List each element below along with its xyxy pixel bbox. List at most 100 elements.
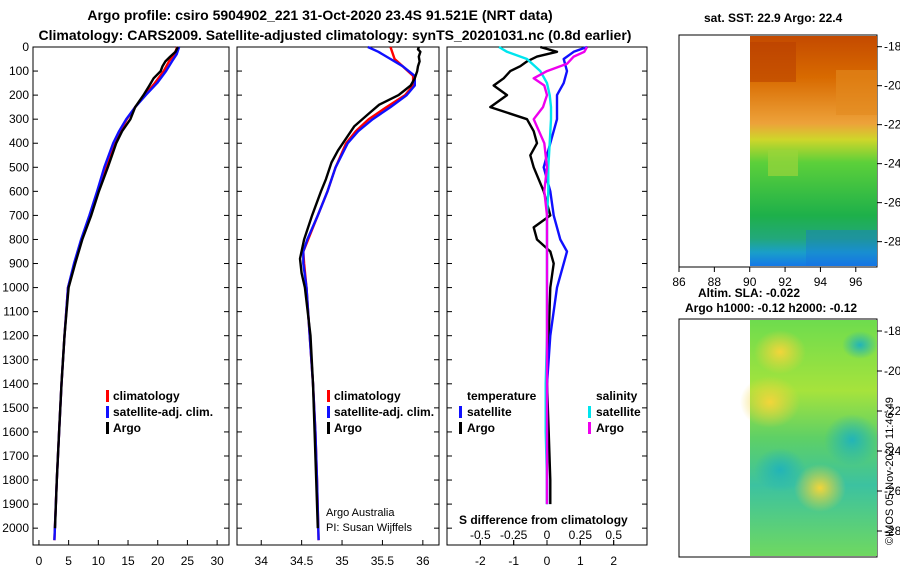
depth-tick-label: 1300 — [2, 353, 29, 367]
legend-title-temperature: temperature — [467, 389, 537, 403]
depth-tick-label: 500 — [9, 160, 29, 174]
depth-tick-label: 600 — [9, 184, 29, 198]
depth-tick-label: 2000 — [2, 521, 29, 535]
legend-label-temp-argo: Argo — [467, 421, 495, 435]
x-tick-label-secondary: 0.25 — [569, 528, 593, 542]
sla-high-blob — [794, 464, 846, 512]
legend-label-argo: Argo — [334, 421, 362, 435]
legend-label-temp-satellite: satellite — [467, 405, 512, 419]
legend-swatch-temp-satellite — [459, 406, 462, 418]
title-line-1: Argo profile: csiro 5904902_221 31-Oct-2… — [87, 7, 552, 23]
legend-swatch-sal-argo — [588, 422, 591, 434]
map-lon-label: 90 — [743, 275, 757, 289]
depth-tick-label: 200 — [9, 88, 29, 102]
salinity-legend: climatology satellite-adj. clim. Argo — [327, 389, 434, 435]
depth-tick-label: 1600 — [2, 425, 29, 439]
depth-tick-label: 300 — [9, 112, 29, 126]
x-tick-label: -1 — [508, 554, 519, 568]
depth-tick-label: 1800 — [2, 473, 29, 487]
x-tick-label: 35.5 — [371, 554, 395, 568]
sla-heatmap — [740, 320, 880, 556]
sst-cool-patch — [806, 230, 877, 266]
depth-tick-label: 0 — [22, 40, 29, 54]
series-line-salinity-argo — [532, 46, 589, 505]
map-lat-label: -28 — [884, 524, 900, 538]
credit-pi: PI: Susan Wijffels — [326, 522, 412, 534]
depth-tick-label: 1500 — [2, 401, 29, 415]
sla-map-title-1: Altim. SLA: -0.022 — [698, 286, 800, 300]
imos-credit: ©IMOS 05-Nov-2020 11:46:49 — [884, 397, 896, 545]
map-lon-label: 86 — [672, 275, 686, 289]
credit-argo-australia: Argo Australia — [326, 507, 395, 519]
depth-tick-label: 700 — [9, 208, 29, 222]
sla-high-blob — [754, 330, 806, 374]
depth-tick-label: 1700 — [2, 449, 29, 463]
x-tick-label-secondary: 0 — [544, 528, 551, 542]
sla-high-blob — [740, 376, 800, 428]
sst-warm-patch — [750, 42, 796, 82]
map-lon-label: 88 — [708, 275, 722, 289]
temperature-series — [53, 46, 181, 541]
sla-low-blob — [842, 331, 878, 359]
x-tick-label: 5 — [65, 554, 72, 568]
legend-label-satellite: satellite-adj. clim. — [334, 405, 434, 419]
legend-swatch-sal-satellite — [588, 406, 591, 418]
depth-axis: 0 100 200 300 400 500 600 700 800 900 1000 1100 1200… — [2, 40, 647, 535]
difference-x-axis: -2 -1 0 1 2 -0.5 -0.25 0 0.25 0.5 — [470, 528, 622, 568]
map-lat-label: -24 — [884, 157, 900, 171]
map-lon-label: 94 — [814, 275, 828, 289]
x-tick-label: 20 — [151, 554, 165, 568]
series-line-climatology — [302, 46, 415, 541]
map-lat-label: -22 — [884, 118, 900, 132]
legend-title-salinity: salinity — [596, 389, 638, 403]
difference-secondary-axis-label: S difference from climatology — [459, 513, 628, 527]
depth-tick-label: 1100 — [3, 305, 29, 319]
series-line-argo — [53, 46, 179, 529]
map-lat-label: -28 — [884, 235, 900, 249]
legend-label-sal-satellite: satellite — [596, 405, 641, 419]
legend-swatch-temp-argo — [459, 422, 462, 434]
legend-swatch-satellite — [327, 406, 330, 418]
x-tick-label: 1 — [577, 554, 584, 568]
depth-tick-label: 1000 — [2, 281, 29, 295]
x-tick-label: 10 — [92, 554, 106, 568]
legend-label-argo: Argo — [113, 421, 141, 435]
depth-tick-label: 1900 — [2, 497, 29, 511]
x-tick-label: 34.5 — [290, 554, 314, 568]
legend-swatch-satellite — [106, 406, 109, 418]
map-lat-label: -18 — [884, 40, 900, 54]
x-tick-label: 0 — [544, 554, 551, 568]
map-lat-label: -22 — [884, 404, 900, 418]
x-tick-label-secondary: -0.5 — [470, 528, 491, 542]
legend-swatch-climatology — [106, 390, 109, 402]
salinity-x-axis: 34 34.5 35 35.5 36 — [255, 540, 430, 568]
map-lat-label: -20 — [884, 364, 900, 378]
temperature-legend: climatology satellite-adj. clim. Argo — [106, 389, 213, 435]
temperature-plot-frame — [32, 46, 230, 546]
map-lon-label: 96 — [849, 275, 863, 289]
sst-map-axes: -18 -20 -22 -24 -26 -28 86 88 90 92 94 96 — [672, 40, 900, 289]
x-tick-label-secondary: -0.25 — [500, 528, 528, 542]
legend-swatch-argo — [327, 422, 330, 434]
title-line-2: Climatology: CARS2009. Satellite-adjuste… — [39, 27, 632, 43]
legend-label-climatology: climatology — [113, 389, 180, 403]
series-line-salinity-satellite — [498, 45, 553, 505]
x-tick-label: -2 — [475, 554, 486, 568]
depth-tick-label: 900 — [9, 257, 29, 271]
x-tick-label: 0 — [36, 554, 43, 568]
x-tick-label: 34 — [255, 554, 269, 568]
map-lat-label: -18 — [884, 324, 900, 338]
legend-swatch-climatology — [327, 390, 330, 402]
sla-map-axes: -18 -20 -22 -24 -26 -28 — [877, 324, 900, 538]
map-lat-label: -26 — [884, 484, 900, 498]
depth-tick-label: 1400 — [2, 377, 29, 391]
x-tick-label: 35 — [335, 554, 349, 568]
depth-tick-label: 400 — [9, 136, 29, 150]
salinity-plot-frame — [236, 46, 440, 546]
legend-label-climatology: climatology — [334, 389, 401, 403]
sst-heatmap — [750, 36, 877, 266]
sla-map-title-2: Argo h1000: -0.12 h2000: -0.12 — [685, 301, 857, 315]
temperature-x-axis: 0 5 10 15 20 25 30 — [36, 540, 224, 568]
sst-cool-patch — [768, 150, 798, 176]
